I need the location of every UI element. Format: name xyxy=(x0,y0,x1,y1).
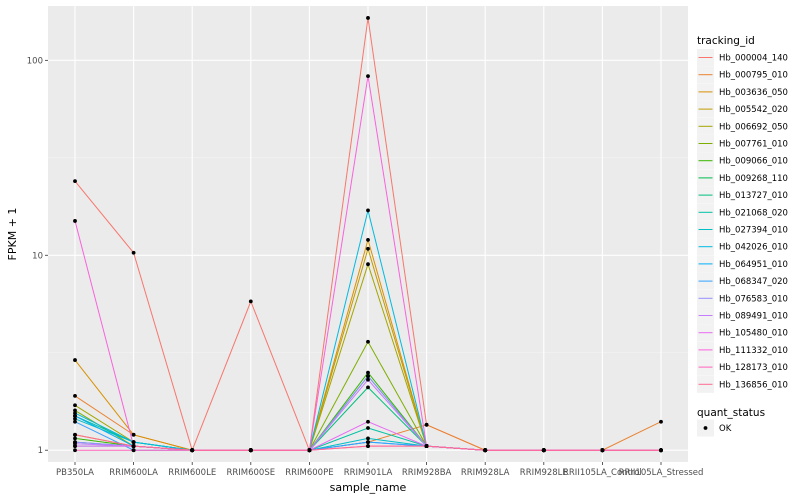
x-tick-label: RRIM600PE xyxy=(285,468,333,478)
legend-key-point xyxy=(703,426,708,430)
legend-label: Hb_009066_010 xyxy=(719,157,788,167)
data-point xyxy=(73,419,77,424)
data-point xyxy=(131,448,136,453)
data-point xyxy=(366,262,370,267)
x-tick-label: PB350LA xyxy=(56,468,94,478)
legend-label: Hb_009268_110 xyxy=(719,174,788,184)
data-point xyxy=(424,422,429,427)
data-point xyxy=(366,237,370,242)
data-point xyxy=(366,440,370,445)
data-point xyxy=(366,436,370,441)
x-axis-title: sample_name xyxy=(330,481,407,494)
data-point xyxy=(659,419,663,424)
legend-label: Hb_000004_140 xyxy=(719,54,788,64)
x-tick-label: RRIM928BA xyxy=(402,468,452,478)
data-point xyxy=(73,403,77,408)
data-point xyxy=(248,448,253,453)
data-point xyxy=(366,74,370,79)
legend-label: Hb_105480_010 xyxy=(719,329,788,339)
data-point xyxy=(366,426,370,430)
data-point xyxy=(366,377,370,382)
x-tick-label: RRIM600SE xyxy=(226,468,275,478)
y-tick-label: 10 xyxy=(32,251,43,261)
data-point xyxy=(366,246,370,251)
data-point xyxy=(483,448,488,453)
data-point xyxy=(541,448,546,453)
data-point xyxy=(131,250,136,255)
x-tick-label: RRIM600LA xyxy=(109,468,158,478)
data-point xyxy=(73,436,77,441)
data-point xyxy=(131,432,136,437)
data-point xyxy=(424,444,429,448)
x-tick-label: RRIM901LA xyxy=(344,468,393,478)
y-tick-label: 100 xyxy=(27,56,43,66)
data-point xyxy=(73,179,77,184)
major-gridlines xyxy=(48,6,688,462)
series-points xyxy=(73,16,663,453)
data-point xyxy=(73,219,77,223)
data-point xyxy=(73,393,77,398)
legend-label: Hb_064951_010 xyxy=(719,260,788,270)
data-point xyxy=(73,413,77,418)
legend-label: Hb_013727_010 xyxy=(719,191,788,201)
x-axis-ticks: PB350LA RRIM600LA RRIM600LE RRIM600SE RRIM60… xyxy=(56,462,703,478)
data-point xyxy=(131,444,136,448)
x-tick-label: RRII105LA_Stressed xyxy=(619,468,704,478)
legend-quant-status: quant_status OK xyxy=(697,407,765,437)
data-point xyxy=(307,448,312,453)
legend-label: Hb_128173_010 xyxy=(719,363,788,373)
data-point xyxy=(366,419,370,424)
legend-label: Hb_068347_020 xyxy=(719,277,788,287)
data-point xyxy=(190,448,195,453)
legend-label: Hb_005542_020 xyxy=(719,105,788,115)
x-tick-label: RRIM928LA xyxy=(461,468,510,478)
legend-label: Hb_089491_010 xyxy=(719,312,788,322)
y-tick-label: 1 xyxy=(38,446,43,456)
legend-label: Hb_021068_020 xyxy=(719,208,788,218)
legend-label: Hb_111332_010 xyxy=(719,346,788,356)
x-tick-label: RRIM600LE xyxy=(168,468,216,478)
data-point xyxy=(366,339,370,344)
legend-label: Hb_042026_010 xyxy=(719,243,788,253)
y-axis-title: FPKM + 1 xyxy=(6,208,19,261)
data-point xyxy=(73,358,77,362)
data-point xyxy=(366,16,370,20)
data-point xyxy=(248,299,253,304)
data-point xyxy=(366,374,370,378)
legend-quant-status-title: quant_status xyxy=(697,407,765,419)
legend-label: Hb_003636_050 xyxy=(719,88,788,98)
data-point xyxy=(131,440,136,445)
legend-label: Hb_027394_010 xyxy=(719,226,788,236)
data-point xyxy=(73,432,77,437)
legend-label: OK xyxy=(719,424,732,434)
legend-label: Hb_076583_010 xyxy=(719,294,788,304)
data-point xyxy=(73,408,77,413)
legend-title: tracking_id xyxy=(697,35,755,47)
x-tick-label: RRII105LA_Control xyxy=(563,468,642,478)
data-point xyxy=(366,208,370,213)
data-point xyxy=(73,411,77,416)
x-tick-label: RRIM928LE xyxy=(520,468,568,478)
y-axis-ticks: 1 10 100 xyxy=(27,56,48,456)
data-point xyxy=(366,370,370,375)
legend-label: Hb_007761_010 xyxy=(719,140,788,150)
data-point xyxy=(73,448,77,453)
data-point xyxy=(366,385,370,390)
legend-label: Hb_136856_010 xyxy=(719,380,788,390)
legend-label: Hb_006692_050 xyxy=(719,122,788,132)
data-point xyxy=(659,448,663,453)
legend-label: Hb_000795_010 xyxy=(719,71,788,81)
data-point xyxy=(366,444,370,448)
data-point xyxy=(600,448,605,453)
data-point xyxy=(73,444,77,448)
data-point xyxy=(73,416,77,421)
legend-tracking-id: tracking_id Hb_000004_140 Hb_000795_010 Hb… xyxy=(697,35,788,393)
